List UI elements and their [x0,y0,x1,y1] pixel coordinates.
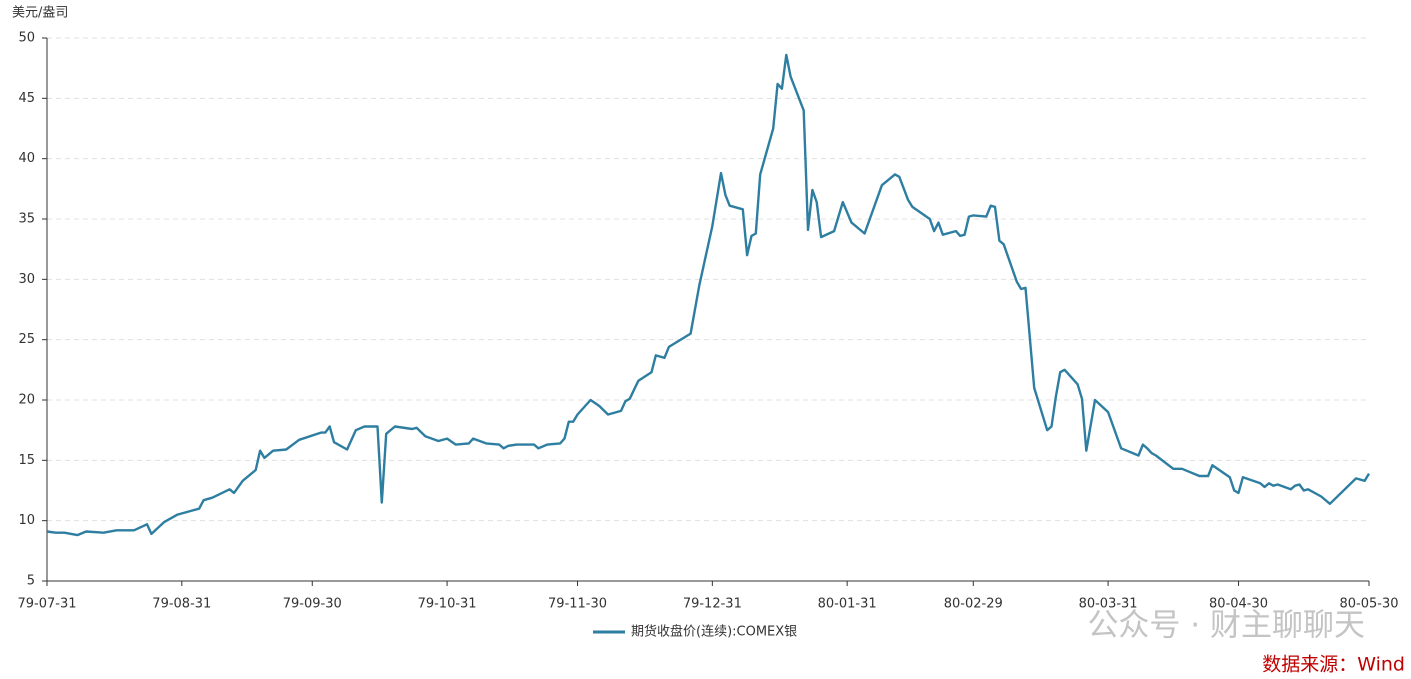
x-tick-label: 79-11-30 [548,597,607,612]
x-tick-label: 80-01-31 [818,597,877,612]
y-tick-label: 5 [27,574,35,589]
x-tick-label: 80-05-30 [1339,597,1398,612]
x-tick-label: 80-03-31 [1079,597,1138,612]
y-tick-label: 10 [18,513,35,528]
x-tick-label: 79-12-31 [683,597,742,612]
y-axis-label: 美元/盎司 [12,6,68,21]
x-tick-label: 79-07-31 [17,597,76,612]
x-tick-label: 79-08-31 [152,597,211,612]
line [46,53,1371,537]
y-tick-label: 15 [18,453,35,468]
watermark: 公众号 · 财主聊聊天 [1087,608,1365,644]
y-tick-label: 25 [18,332,35,347]
y-tick-label: 45 [18,91,35,106]
y-tick-label: 40 [18,151,35,166]
x-tick-label: 80-04-30 [1209,597,1268,612]
legend-label: 期货收盘价(连续):COMEX银 [631,624,797,640]
source-note: 数据来源：Wind [1262,654,1405,676]
x-tick-label: 79-09-30 [283,597,342,612]
x-tick-label: 80-02-29 [944,597,1003,612]
y-tick-label: 30 [18,272,35,287]
y-tick-label: 20 [18,393,35,408]
y-tick-label: 50 [18,31,35,46]
y-tick-label: 35 [18,212,35,227]
x-tick-label: 79-10-31 [418,597,477,612]
